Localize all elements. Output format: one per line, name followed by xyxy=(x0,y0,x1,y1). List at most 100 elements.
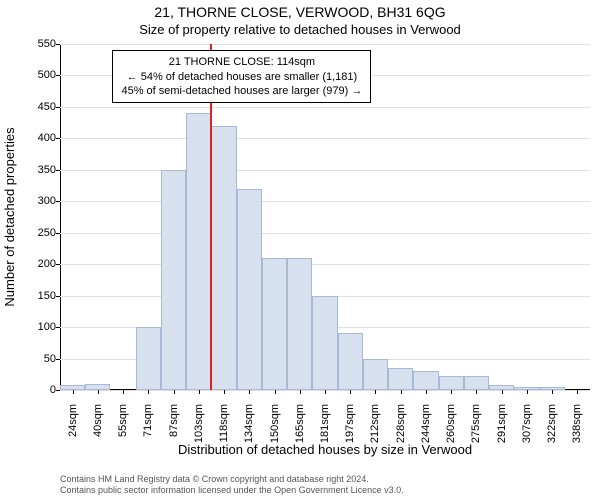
attribution-line: Contains HM Land Registry data © Crown c… xyxy=(60,474,590,485)
xtick-label: 165sqm xyxy=(294,404,306,443)
xtick-label: 55sqm xyxy=(117,404,129,437)
grid-line xyxy=(60,107,590,108)
xtick-label: 103sqm xyxy=(193,404,205,443)
xtick-mark xyxy=(502,390,503,394)
xtick-label: 291sqm xyxy=(496,404,508,443)
ytick-mark xyxy=(56,233,60,234)
xtick-label: 87sqm xyxy=(168,404,180,437)
chart-subtitle: Size of property relative to detached ho… xyxy=(0,22,600,37)
xtick-label: 40sqm xyxy=(92,404,104,437)
ytick-mark xyxy=(56,296,60,297)
ytick-mark xyxy=(56,138,60,139)
ytick-mark xyxy=(56,44,60,45)
ytick-label: 250 xyxy=(6,227,56,239)
xtick-label: 212sqm xyxy=(369,404,381,443)
xtick-mark xyxy=(375,390,376,394)
ytick-label: 0 xyxy=(6,384,56,396)
xtick-label: 260sqm xyxy=(445,404,457,443)
histogram-bar xyxy=(237,189,262,390)
histogram-bar xyxy=(211,126,236,390)
xtick-label: 338sqm xyxy=(571,404,583,443)
xtick-label: 181sqm xyxy=(319,404,331,443)
attribution: Contains HM Land Registry data © Crown c… xyxy=(60,474,590,496)
xtick-label: 244sqm xyxy=(420,404,432,443)
ytick-label: 400 xyxy=(6,132,56,144)
xtick-label: 197sqm xyxy=(344,404,356,443)
chart-frame: 21, THORNE CLOSE, VERWOOD, BH31 6QG Size… xyxy=(0,0,600,500)
histogram-bar xyxy=(439,376,464,390)
histogram-bar xyxy=(363,359,388,390)
xtick-mark xyxy=(199,390,200,394)
xtick-mark xyxy=(174,390,175,394)
xtick-mark xyxy=(224,390,225,394)
xtick-mark xyxy=(148,390,149,394)
xtick-mark xyxy=(300,390,301,394)
ytick-label: 150 xyxy=(6,290,56,302)
histogram-bar xyxy=(413,371,438,390)
ytick-mark xyxy=(56,264,60,265)
attribution-line: Contains public sector information licen… xyxy=(60,485,590,496)
xtick-label: 150sqm xyxy=(269,404,281,443)
histogram-bar xyxy=(136,327,161,390)
grid-line xyxy=(60,264,590,265)
xtick-mark xyxy=(426,390,427,394)
ytick-mark xyxy=(56,327,60,328)
xtick-mark xyxy=(552,390,553,394)
histogram-bar xyxy=(287,258,312,390)
xtick-mark xyxy=(451,390,452,394)
xtick-mark xyxy=(350,390,351,394)
ytick-mark xyxy=(56,107,60,108)
xtick-mark xyxy=(577,390,578,394)
histogram-bar xyxy=(262,258,287,390)
grid-line xyxy=(60,44,590,45)
xtick-label: 228sqm xyxy=(395,404,407,443)
ytick-label: 450 xyxy=(6,101,56,113)
xtick-label: 24sqm xyxy=(67,404,79,437)
ytick-mark xyxy=(56,75,60,76)
info-box-line: ← 54% of detached houses are smaller (1,… xyxy=(121,70,362,84)
ytick-mark xyxy=(56,170,60,171)
info-box-line: 45% of semi-detached houses are larger (… xyxy=(121,84,362,98)
ytick-label: 550 xyxy=(6,38,56,50)
xtick-label: 307sqm xyxy=(521,404,533,443)
ytick-label: 500 xyxy=(6,69,56,81)
xtick-label: 134sqm xyxy=(243,404,255,443)
xtick-mark xyxy=(98,390,99,394)
ytick-label: 350 xyxy=(6,164,56,176)
xtick-mark xyxy=(123,390,124,394)
x-axis-label: Distribution of detached houses by size … xyxy=(60,442,590,457)
grid-line xyxy=(60,138,590,139)
xtick-mark xyxy=(249,390,250,394)
xtick-mark xyxy=(476,390,477,394)
histogram-bar xyxy=(161,170,186,390)
histogram-bar xyxy=(464,376,489,390)
grid-line xyxy=(60,201,590,202)
xtick-mark xyxy=(325,390,326,394)
xtick-mark xyxy=(275,390,276,394)
xtick-mark xyxy=(401,390,402,394)
xtick-label: 118sqm xyxy=(218,404,230,442)
ytick-label: 300 xyxy=(6,195,56,207)
histogram-bar xyxy=(338,333,363,390)
info-box-line: 21 THORNE CLOSE: 114sqm xyxy=(121,55,362,69)
xtick-mark xyxy=(527,390,528,394)
y-axis-label: Number of detached properties xyxy=(2,127,17,306)
ytick-label: 100 xyxy=(6,321,56,333)
xtick-label: 322sqm xyxy=(546,404,558,443)
grid-line xyxy=(60,170,590,171)
ytick-label: 200 xyxy=(6,258,56,270)
chart-title: 21, THORNE CLOSE, VERWOOD, BH31 6QG xyxy=(0,4,600,20)
y-axis xyxy=(60,44,61,390)
ytick-label: 50 xyxy=(6,353,56,365)
xtick-label: 275sqm xyxy=(470,404,482,443)
histogram-bar xyxy=(312,296,337,390)
ytick-mark xyxy=(56,390,60,391)
grid-line xyxy=(60,233,590,234)
ytick-mark xyxy=(56,201,60,202)
histogram-bar xyxy=(186,113,211,390)
xtick-mark xyxy=(73,390,74,394)
ytick-mark xyxy=(56,359,60,360)
histogram-bar xyxy=(388,368,413,390)
xtick-label: 71sqm xyxy=(142,404,154,437)
plot-area: 24sqm40sqm55sqm71sqm87sqm103sqm118sqm134… xyxy=(60,44,590,390)
